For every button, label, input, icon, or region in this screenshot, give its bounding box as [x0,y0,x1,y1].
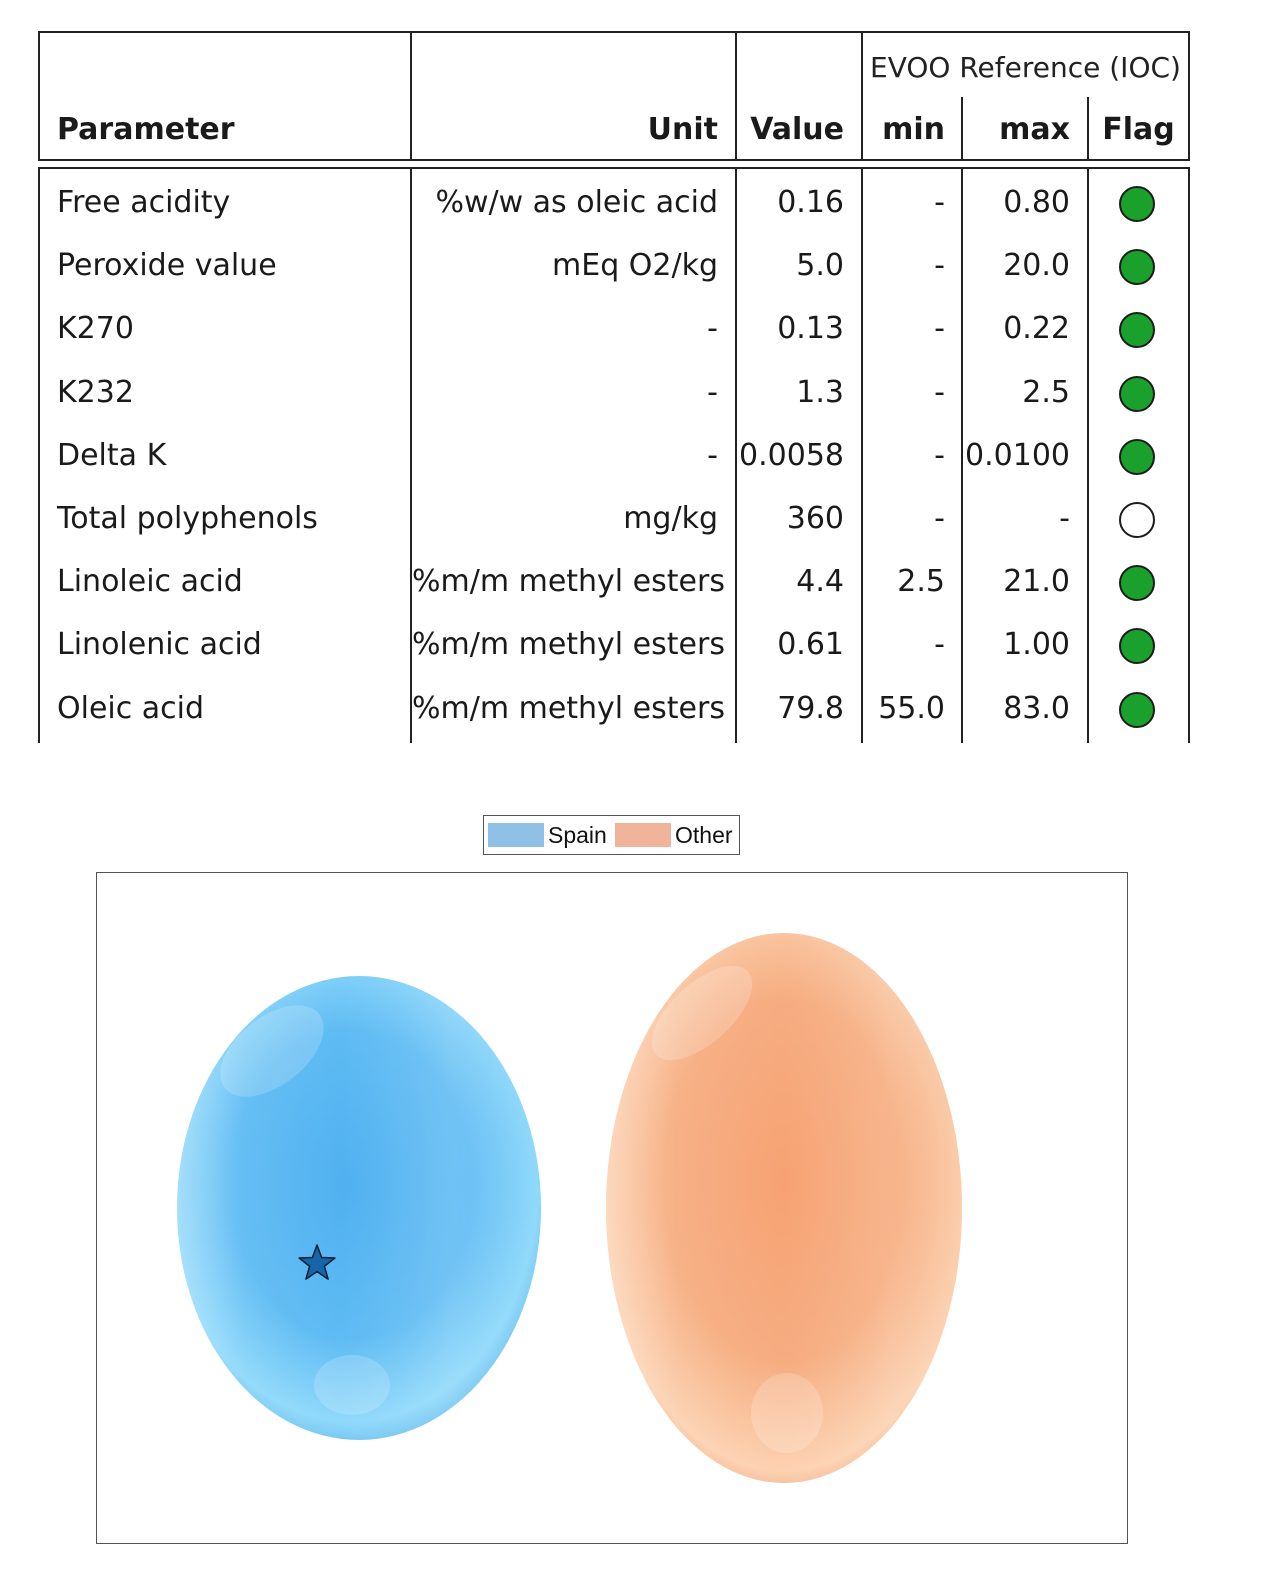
flag-ok-icon [1119,375,1155,412]
cell-parameter: Linoleic acid [57,564,243,600]
cell-min: 2.5 [897,564,945,600]
cell-min: - [934,501,945,536]
plot-legend: Spain Other [483,815,740,855]
body-top-rule [38,167,1190,169]
cell-unit: - [707,374,718,410]
header-col-divider [735,31,737,161]
cell-parameter: Free acidity [57,185,231,220]
cell-value: 0.16 [777,185,844,220]
header-value: Value [750,112,844,147]
flag-ok-icon [1119,565,1155,602]
cell-max: 0.80 [1003,185,1070,220]
cell-max: - [1059,501,1070,536]
cell-min: - [934,627,945,663]
body-col-divider [38,167,40,743]
body-col-divider [735,167,737,743]
cell-parameter: Total polyphenols [57,501,318,536]
cell-unit: %m/m methyl esters [412,690,725,726]
header-parameter: Parameter [57,112,235,147]
legend-swatch-spain [488,823,544,847]
cell-unit: mg/kg [623,501,718,536]
cell-unit: %w/w as oleic acid [435,185,718,220]
cell-max: 2.5 [1022,374,1070,410]
body-col-divider [861,167,863,743]
header-unit: Unit [647,112,718,147]
cell-value: 0.61 [777,627,844,663]
cell-unit: %m/m methyl esters [412,564,725,600]
cell-value: 1.3 [796,374,844,410]
cell-parameter: K270 [57,311,134,347]
sample-star-icon [298,1244,336,1280]
header-min: min [882,112,945,147]
cell-parameter: Linolenic acid [57,627,262,663]
cell-unit: - [707,311,718,347]
flag-ok-icon [1119,628,1155,665]
table-top-rule [38,31,1190,33]
cluster-plot-canvas [177,933,962,1483]
cell-min: 55.0 [878,690,945,726]
cell-value: 4.4 [796,564,844,600]
flag-ok-icon [1119,249,1155,286]
header-max: max [999,112,1070,147]
evoo-parameter-table: EVOO Reference (IOC) Parameter Unit Valu… [0,0,1280,745]
cell-min: - [934,437,945,473]
cell-min: - [934,185,945,220]
header-col-divider [1087,97,1089,161]
cell-parameter: Delta K [57,437,167,473]
body-col-divider [410,167,412,743]
legend-swatch-other [615,823,671,847]
cluster-ellipsoid-spain [177,976,541,1440]
header-col-divider [961,97,963,161]
body-col-divider [1188,167,1190,743]
body-col-divider [1087,167,1089,743]
legend-label-other: Other [675,822,733,848]
header-col-divider [410,31,412,161]
cell-unit: - [707,437,718,473]
flag-ok-icon [1119,186,1155,222]
cell-unit: mEq O2/kg [552,248,718,284]
cell-min: - [934,248,945,284]
cell-parameter: K232 [57,374,134,410]
cell-value: 360 [786,501,844,536]
header-col-divider [861,31,863,161]
flag-ok-icon [1119,691,1155,728]
cell-max: 83.0 [1003,690,1070,726]
cell-max: 20.0 [1003,248,1070,284]
header-flag: Flag [1102,112,1175,147]
cell-max: 0.0100 [965,437,1070,473]
cell-value: 0.13 [777,311,844,347]
cell-max: 1.00 [1003,627,1070,663]
cell-unit: %m/m methyl esters [412,627,725,663]
flag-empty-icon [1119,502,1155,538]
header-bottom-rule [38,159,1190,161]
header-col-divider [38,31,40,161]
body-col-divider [961,167,963,743]
flag-ok-icon [1119,312,1155,349]
cell-max: 21.0 [1003,564,1070,600]
legend-label-spain: Spain [548,822,607,848]
origin-cluster-plot [96,872,1128,1544]
cell-min: - [934,311,945,347]
cluster-ellipsoid-other [606,933,962,1483]
cell-parameter: Peroxide value [57,248,277,284]
reference-group-header: EVOO Reference (IOC) [870,51,1181,84]
cell-value: 5.0 [796,248,844,284]
cell-value: 0.0058 [739,437,844,473]
cell-value: 79.8 [777,690,844,726]
header-col-divider [1188,31,1190,161]
cell-min: - [934,374,945,410]
flag-ok-icon [1119,438,1155,475]
cell-max: 0.22 [1003,311,1070,347]
cell-parameter: Oleic acid [57,690,205,726]
